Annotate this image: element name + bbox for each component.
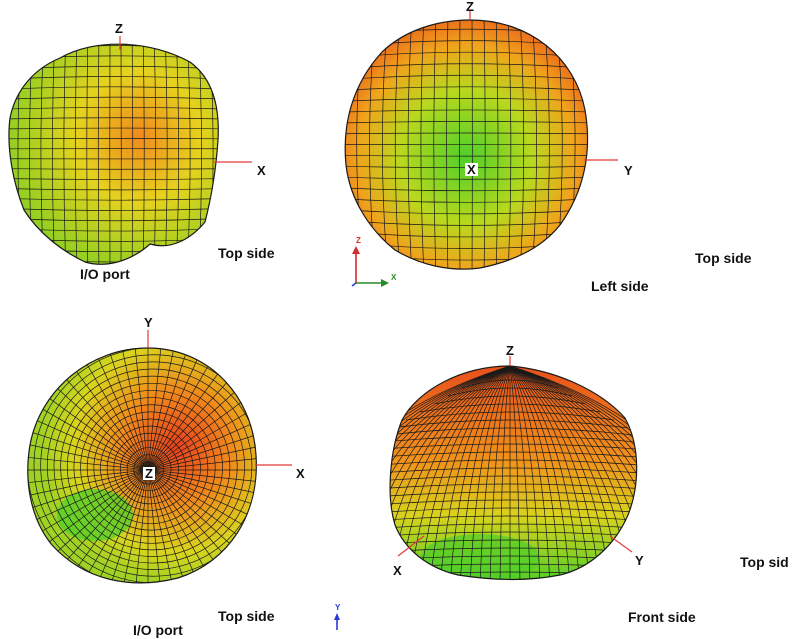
caption-left-side: Left side [591, 278, 649, 294]
caption-front-side: Front side [628, 609, 696, 625]
caption-top-side: Top side [695, 250, 752, 266]
pattern-mesh-4 [389, 356, 638, 581]
axis-label-z-center: Z [143, 466, 155, 481]
triad-label-x: X [391, 273, 397, 282]
caption-top-side: Top side [218, 245, 275, 261]
axis-label-x: X [257, 163, 266, 178]
pattern-mesh-2 [344, 10, 618, 287]
pattern-mesh-3 [27, 330, 340, 630]
axis-label-z: Z [115, 21, 123, 36]
axis-label-z: Z [506, 343, 514, 358]
triad-label-z: Z [356, 236, 361, 245]
axis-label-x-center: X [465, 162, 478, 177]
pattern-mesh-1 [8, 36, 252, 265]
axis-label-z: Z [466, 0, 474, 14]
axis-label-x: X [393, 563, 402, 578]
caption-io-port: I/O port [133, 622, 183, 638]
radiation-pattern-view-4: Z X Y Top sid Front side [0, 300, 798, 639]
axis-label-y: Y [144, 315, 153, 330]
axis-label-y: Y [624, 163, 633, 178]
caption-io-port: I/O port [80, 266, 130, 282]
caption-top-side: Top side [218, 608, 275, 624]
radiation-pattern-view-2: Z Y X Z X Top side Left side [0, 0, 798, 300]
caption-top-side-truncated: Top sid [740, 554, 789, 570]
triad-label-y: Y [335, 603, 341, 612]
axis-label-y: Y [635, 553, 644, 568]
axis-label-x: X [296, 466, 305, 481]
radiation-pattern-view-3: Y X Z Y Top side I/O port [0, 300, 360, 639]
radiation-pattern-view-1: Z X Top side I/O port [0, 0, 300, 300]
